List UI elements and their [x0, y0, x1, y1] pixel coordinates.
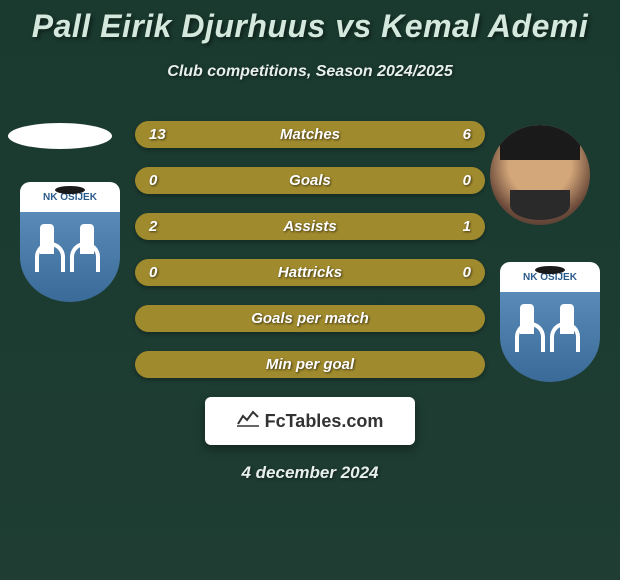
stat-right-value: 1	[431, 218, 471, 235]
stat-label: Matches	[189, 126, 431, 143]
stat-row: 0 Goals 0	[0, 167, 620, 194]
footer-badge[interactable]: FcTables.com	[205, 397, 415, 445]
stat-row: 0 Hattricks 0	[0, 259, 620, 286]
stat-label: Goals	[189, 172, 431, 189]
stat-label: Goals per match	[149, 310, 471, 327]
stat-row: 13 Matches 6	[0, 121, 620, 148]
stat-right-value: 0	[431, 172, 471, 189]
stat-left-value: 13	[149, 126, 189, 143]
subtitle: Club competitions, Season 2024/2025	[0, 63, 620, 81]
stat-label: Hattricks	[189, 264, 431, 281]
stat-left-value: 2	[149, 218, 189, 235]
stat-right-value: 6	[431, 126, 471, 143]
stat-row: Min per goal	[0, 351, 620, 378]
footer-site-label: FcTables.com	[265, 411, 384, 432]
stat-row: 2 Assists 1	[0, 213, 620, 240]
stat-label: Min per goal	[149, 356, 471, 373]
stat-left-value: 0	[149, 264, 189, 281]
stat-row: Goals per match	[0, 305, 620, 332]
chart-icon	[237, 409, 259, 433]
stat-right-value: 0	[431, 264, 471, 281]
stat-left-value: 0	[149, 172, 189, 189]
stats-area: 13 Matches 6 0 Goals 0 2 Assists 1 0 Hat…	[0, 121, 620, 378]
stat-label: Assists	[189, 218, 431, 235]
footer-date: 4 december 2024	[0, 463, 620, 483]
page-title: Pall Eirik Djurhuus vs Kemal Ademi	[0, 0, 620, 45]
